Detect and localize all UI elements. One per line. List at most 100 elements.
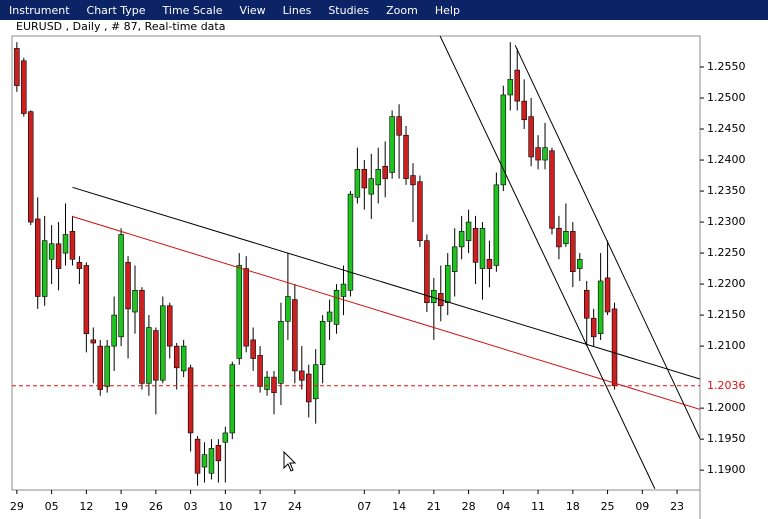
menu-item[interactable]: Help [434, 3, 460, 17]
y-tick-label: 1.2300 [707, 215, 746, 228]
candle-body [292, 299, 298, 372]
y-tick-label: 1.2400 [707, 153, 746, 166]
candle-body [76, 262, 83, 269]
menu-item[interactable]: Zoom [386, 3, 418, 17]
menu-bar: Instrument Chart Type Time Scale View Lines S… [0, 0, 768, 20]
x-tick-label: 14 [392, 500, 406, 513]
candle-body [319, 321, 326, 366]
candle-body [146, 327, 152, 384]
x-tick-label: 29 [10, 500, 24, 513]
x-tick-label: 07 [357, 500, 371, 513]
candle-body [340, 283, 347, 297]
candle-body [167, 305, 173, 347]
candle-body [180, 345, 187, 372]
candle-body [160, 305, 166, 381]
trend-line [514, 45, 700, 439]
candle-body [111, 314, 117, 347]
candle-body [250, 339, 256, 359]
candle-body [521, 100, 527, 121]
menu-item[interactable]: Chart Type [86, 3, 146, 17]
x-tick-label: 12 [79, 500, 93, 513]
x-tick-label: 24 [288, 500, 302, 513]
candle-body [507, 79, 514, 96]
candle-body [458, 231, 465, 248]
candle-body [563, 231, 569, 245]
candle-body [48, 243, 55, 260]
chart-title: EURUSD , Daily , # 87, Real-time data [16, 20, 225, 33]
candle-body [445, 265, 451, 303]
y-tick-label: 1.2500 [707, 91, 746, 104]
candle-body [577, 258, 583, 269]
candle-body [479, 227, 486, 269]
candle-body [528, 116, 534, 158]
x-tick-label: 21 [427, 500, 441, 513]
y-tick-label: 1.2100 [707, 339, 746, 352]
menu-item[interactable]: Instrument [9, 3, 70, 17]
candle-body [431, 289, 437, 303]
menu-item[interactable]: Lines [282, 3, 312, 17]
candle-body [243, 268, 249, 347]
y-tick-label: 1.2250 [707, 246, 746, 259]
candle-body [55, 243, 62, 269]
plot-frame [11, 35, 701, 491]
candle-body [611, 308, 618, 387]
candle-body [570, 231, 576, 272]
menu-item[interactable]: Time Scale [162, 3, 223, 17]
candle-body [590, 317, 597, 338]
candle-body [271, 376, 277, 393]
candle-body [410, 175, 416, 186]
x-tick-label: 05 [45, 500, 59, 513]
candle-body [424, 240, 430, 303]
y-tick-label: 1.2450 [707, 122, 746, 135]
candle-body [257, 355, 263, 387]
candle-body [333, 289, 340, 325]
candle-body [28, 111, 34, 223]
candle-body [194, 438, 201, 474]
candle-body [132, 289, 138, 313]
candle-body [201, 454, 208, 468]
candle-body [396, 116, 402, 136]
candle-body [326, 311, 333, 322]
candle-body [229, 364, 236, 434]
chart: EURUSD , Daily , # 87, Real-time data 1.… [0, 20, 768, 519]
candle-body [153, 330, 159, 381]
candle-body [604, 277, 611, 313]
x-tick-label: 09 [635, 500, 649, 513]
candle-body [14, 48, 20, 86]
menu-item[interactable]: View [239, 3, 266, 17]
last-price-label-bg [701, 378, 767, 393]
candle-body [368, 178, 375, 195]
candle-body [375, 169, 381, 186]
candle-body [139, 289, 145, 384]
candle-body [306, 373, 312, 403]
candle-body [34, 218, 41, 297]
candle-body [264, 376, 270, 390]
y-tick-label: 1.2150 [707, 308, 746, 321]
x-tick-label: 18 [566, 500, 580, 513]
candle-body [21, 60, 27, 114]
y-tick-label: 1.2350 [707, 184, 746, 197]
candle-body [389, 116, 395, 173]
candle-body [465, 221, 472, 241]
candle-body [118, 234, 124, 338]
candle-body [500, 94, 507, 186]
y-tick-label: 1.1900 [707, 463, 746, 476]
y-tick-label: 1.1950 [707, 432, 746, 445]
menu-item[interactable]: Studies [328, 3, 370, 17]
candle-body [556, 227, 562, 248]
y-tick-label: 1.2200 [707, 277, 746, 290]
x-tick-label: 03 [184, 500, 198, 513]
candle-body [493, 184, 500, 266]
candle-body [451, 246, 458, 272]
candle-body [403, 134, 409, 179]
candle-body [83, 265, 90, 335]
candle-body [90, 339, 97, 344]
last-price-label: 1.2036 [707, 379, 746, 392]
plot-area [12, 36, 700, 489]
candle-body [347, 193, 354, 291]
candle-body [299, 370, 305, 381]
candle-body [125, 262, 131, 310]
candle-body [597, 280, 604, 335]
candle-body [542, 147, 548, 161]
